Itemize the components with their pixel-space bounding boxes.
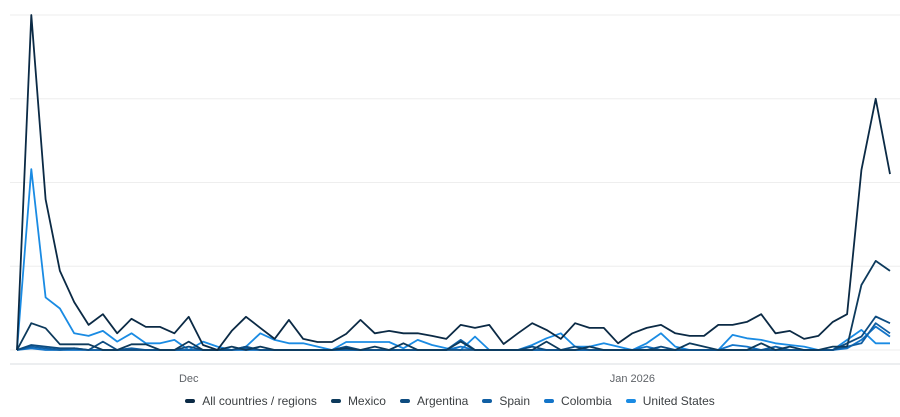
legend-item[interactable]: All countries / regions <box>185 394 317 408</box>
series-line-all-countries-regions <box>16 14 891 351</box>
legend-item[interactable]: Mexico <box>330 394 386 408</box>
legend-swatch-icon <box>399 399 410 403</box>
x-axis-ticks: Dec Jan 2026 <box>179 373 655 385</box>
legend-swatch-icon <box>482 399 493 403</box>
legend-swatch-icon <box>625 399 636 403</box>
legend-label: Colombia <box>561 394 612 408</box>
legend-label: Argentina <box>416 394 469 408</box>
series-lines <box>16 14 891 351</box>
legend-swatch-icon <box>544 399 555 403</box>
line-chart: Dec Jan 2026 <box>10 14 900 385</box>
legend-label: United States <box>642 394 715 408</box>
chart-legend: All countries / regions Mexico Argentina Sp… <box>0 394 900 408</box>
legend-label: Spain <box>499 394 531 408</box>
legend-item[interactable]: Colombia <box>544 394 612 408</box>
series-line-united-states <box>16 168 890 351</box>
legend-swatch-icon <box>185 399 196 403</box>
legend-item[interactable]: Spain <box>482 394 530 408</box>
legend-item[interactable]: Argentina <box>399 394 469 408</box>
gridlines <box>10 14 900 351</box>
series-line-mexico <box>16 259 891 351</box>
legend-swatch-icon <box>330 399 341 403</box>
legend-label: Mexico <box>347 394 386 408</box>
legend-item[interactable]: United States <box>625 394 715 408</box>
x-tick-label: Dec <box>179 373 199 385</box>
x-tick-label: Jan 2026 <box>610 373 655 385</box>
legend-label: All countries / regions <box>202 394 317 408</box>
